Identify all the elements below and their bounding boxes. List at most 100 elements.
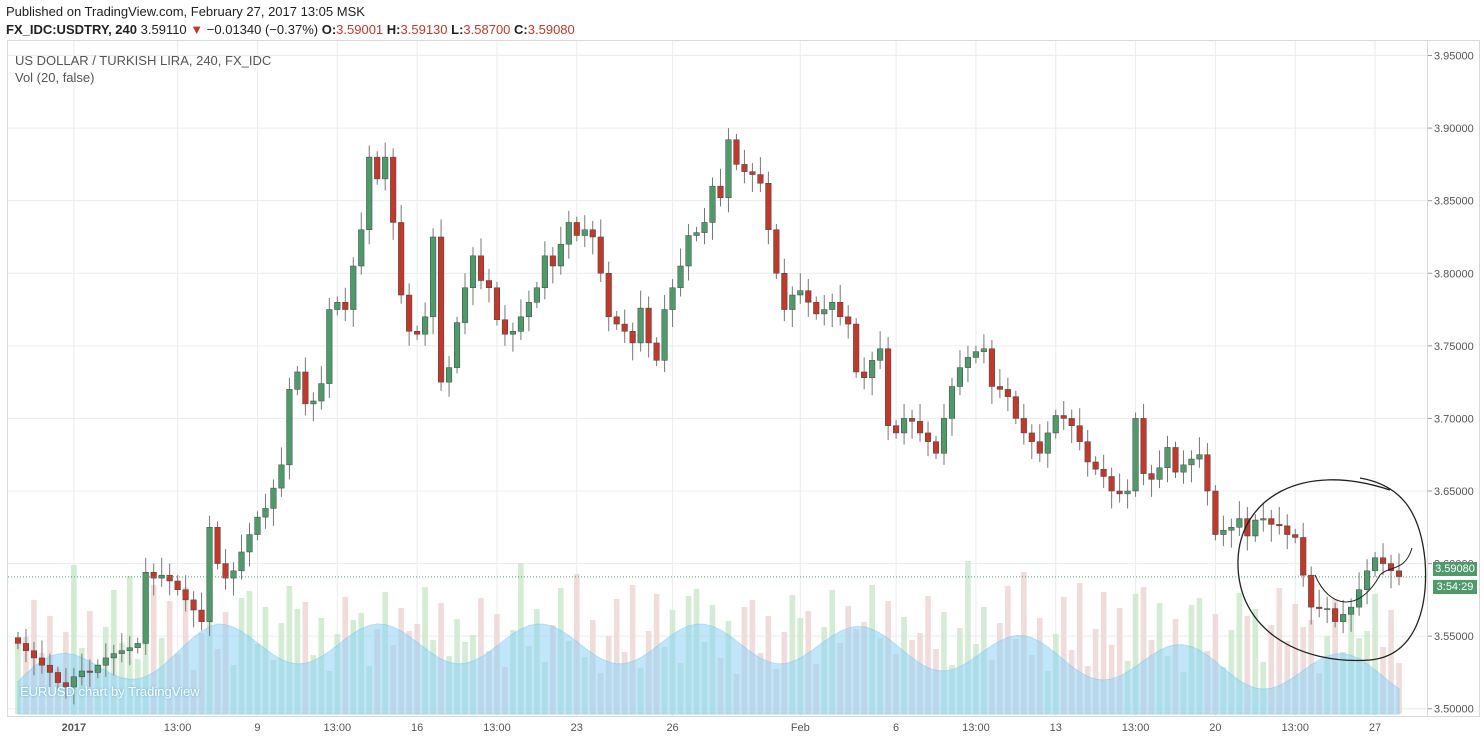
high-value: 3.59130 [400, 22, 448, 37]
candle-body [54, 672, 61, 683]
volume-bar [629, 585, 636, 714]
candle-body [406, 294, 413, 332]
candle-body [597, 236, 604, 274]
x-tick-label: 20 [1209, 722, 1221, 734]
volume-bar [1140, 587, 1147, 714]
price-axis[interactable] [1428, 40, 1480, 717]
candle-body [1052, 415, 1059, 434]
candle-body [589, 229, 596, 238]
candle-body [1196, 454, 1203, 460]
candle-body [278, 464, 285, 489]
candle-body [1236, 518, 1243, 528]
candle-body [358, 229, 365, 267]
x-tick-label: 13:00 [483, 722, 511, 734]
candle-body [246, 534, 253, 553]
y-tick-label: 3.55000 [1434, 631, 1474, 643]
candle-body [1364, 570, 1371, 590]
candle-body [1268, 518, 1275, 525]
x-tick-label: 27 [1369, 722, 1381, 734]
open-value: 3.59001 [336, 22, 384, 37]
candle-body [885, 348, 892, 426]
candle-body [709, 185, 716, 223]
candle-body [78, 670, 85, 678]
y-tick-label: 3.85000 [1434, 196, 1474, 208]
volume-bar [71, 565, 77, 714]
candle-body [693, 232, 700, 236]
volume-bar [1132, 594, 1139, 714]
candle-body [837, 302, 844, 318]
candle-body [342, 302, 349, 310]
candle-body [70, 676, 77, 688]
volume-bar [1252, 609, 1259, 714]
x-tick-label: 23 [571, 722, 583, 734]
close-value: 3.59080 [527, 22, 575, 37]
candle-body [661, 309, 668, 361]
candle-body [940, 418, 948, 454]
candle-body [254, 516, 261, 535]
scribble-annotation [1314, 547, 1413, 603]
candle-body [757, 174, 764, 184]
candle-body [182, 589, 189, 601]
candle-body [222, 563, 229, 579]
candle-body [909, 418, 916, 422]
candle-body [893, 425, 900, 434]
volume-bar [302, 602, 309, 714]
y-tick-label: 3.80000 [1434, 268, 1474, 280]
candle-body [877, 348, 884, 361]
candle-body [446, 367, 453, 383]
candle-body [294, 371, 301, 390]
volume-bar [1244, 616, 1251, 714]
countdown-badge: 3:54:29 [1433, 580, 1477, 594]
candle-body [629, 331, 636, 344]
x-tick-label: 13:00 [1122, 722, 1150, 734]
candle-body [206, 527, 213, 622]
candle-body [102, 657, 109, 666]
candle-body [326, 309, 333, 384]
candle-body [1148, 473, 1155, 480]
candle-body [286, 389, 293, 466]
candle-body [62, 682, 69, 688]
symbol-label[interactable]: FX_IDC:USDTRY, 240 [6, 22, 137, 37]
candle-body [94, 664, 101, 673]
candle-body [238, 551, 245, 572]
candle-body [1220, 529, 1227, 535]
candle-body [685, 235, 692, 267]
candle-body [414, 331, 421, 335]
candle-body [781, 273, 788, 310]
volume-bar [142, 622, 149, 714]
candle-body [1164, 447, 1171, 469]
volume-bar [1092, 629, 1099, 714]
volume-bar [294, 609, 301, 714]
y-tick-label: 3.95000 [1434, 51, 1474, 63]
candle-body [1132, 418, 1139, 492]
candle-body [621, 323, 628, 332]
candle-body [956, 367, 964, 387]
candle-body [270, 487, 277, 509]
candle-body [1292, 534, 1299, 538]
candle-body [493, 287, 501, 320]
volume-legend: Vol (20, false) [15, 70, 95, 85]
candle-body [1379, 557, 1387, 564]
y-tick-label: 3.70000 [1434, 413, 1474, 425]
volume-bar [166, 601, 173, 714]
candle-body [996, 386, 1003, 390]
candle-body [637, 307, 644, 344]
down-arrow-icon: ▼ [190, 22, 204, 37]
candle-body [174, 580, 181, 590]
candle-body [717, 185, 724, 199]
candle-body [1252, 519, 1259, 537]
x-tick-label: 13:00 [164, 722, 192, 734]
candle-body [869, 360, 876, 379]
candle-body [1004, 389, 1011, 397]
symbol-line: FX_IDC:USDTRY, 240 3.59110 ▼ −0.01340 (−… [6, 22, 575, 37]
candle-body [150, 572, 157, 579]
candle-body [485, 280, 493, 289]
candle-body [1172, 447, 1179, 473]
candle-body [813, 302, 820, 315]
candle-body [549, 255, 556, 267]
volume-bar [1388, 610, 1394, 714]
chart-pane[interactable] [7, 40, 1428, 717]
price-change: −0.01340 (−0.37%) [206, 22, 319, 37]
candle-body [853, 323, 860, 373]
